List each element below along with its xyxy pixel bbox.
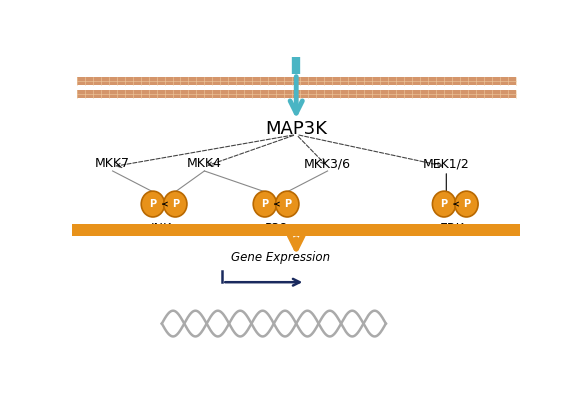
Text: P38: P38 (264, 222, 288, 235)
Ellipse shape (164, 191, 187, 217)
Text: MKK3/6: MKK3/6 (304, 157, 351, 170)
Text: MEK1/2: MEK1/2 (423, 157, 470, 170)
Bar (77, 90, 516, 98)
Ellipse shape (253, 191, 276, 217)
Ellipse shape (432, 191, 455, 217)
Text: P: P (284, 199, 291, 209)
Text: P: P (172, 199, 179, 209)
Ellipse shape (455, 191, 478, 217)
Text: MKK4: MKK4 (187, 157, 222, 170)
Text: P: P (149, 199, 157, 209)
Bar (77, 77, 516, 86)
Text: P: P (440, 199, 447, 209)
Text: JNKs: JNKs (150, 222, 178, 235)
Ellipse shape (141, 191, 165, 217)
Text: P: P (261, 199, 268, 209)
Text: Gene Expression: Gene Expression (231, 251, 331, 264)
Ellipse shape (276, 191, 299, 217)
Text: P: P (463, 199, 470, 209)
Text: MKK7: MKK7 (95, 157, 130, 170)
Text: MAP3K: MAP3K (265, 120, 327, 138)
Bar (72, 224, 520, 236)
Text: ERKs: ERKs (440, 222, 471, 235)
